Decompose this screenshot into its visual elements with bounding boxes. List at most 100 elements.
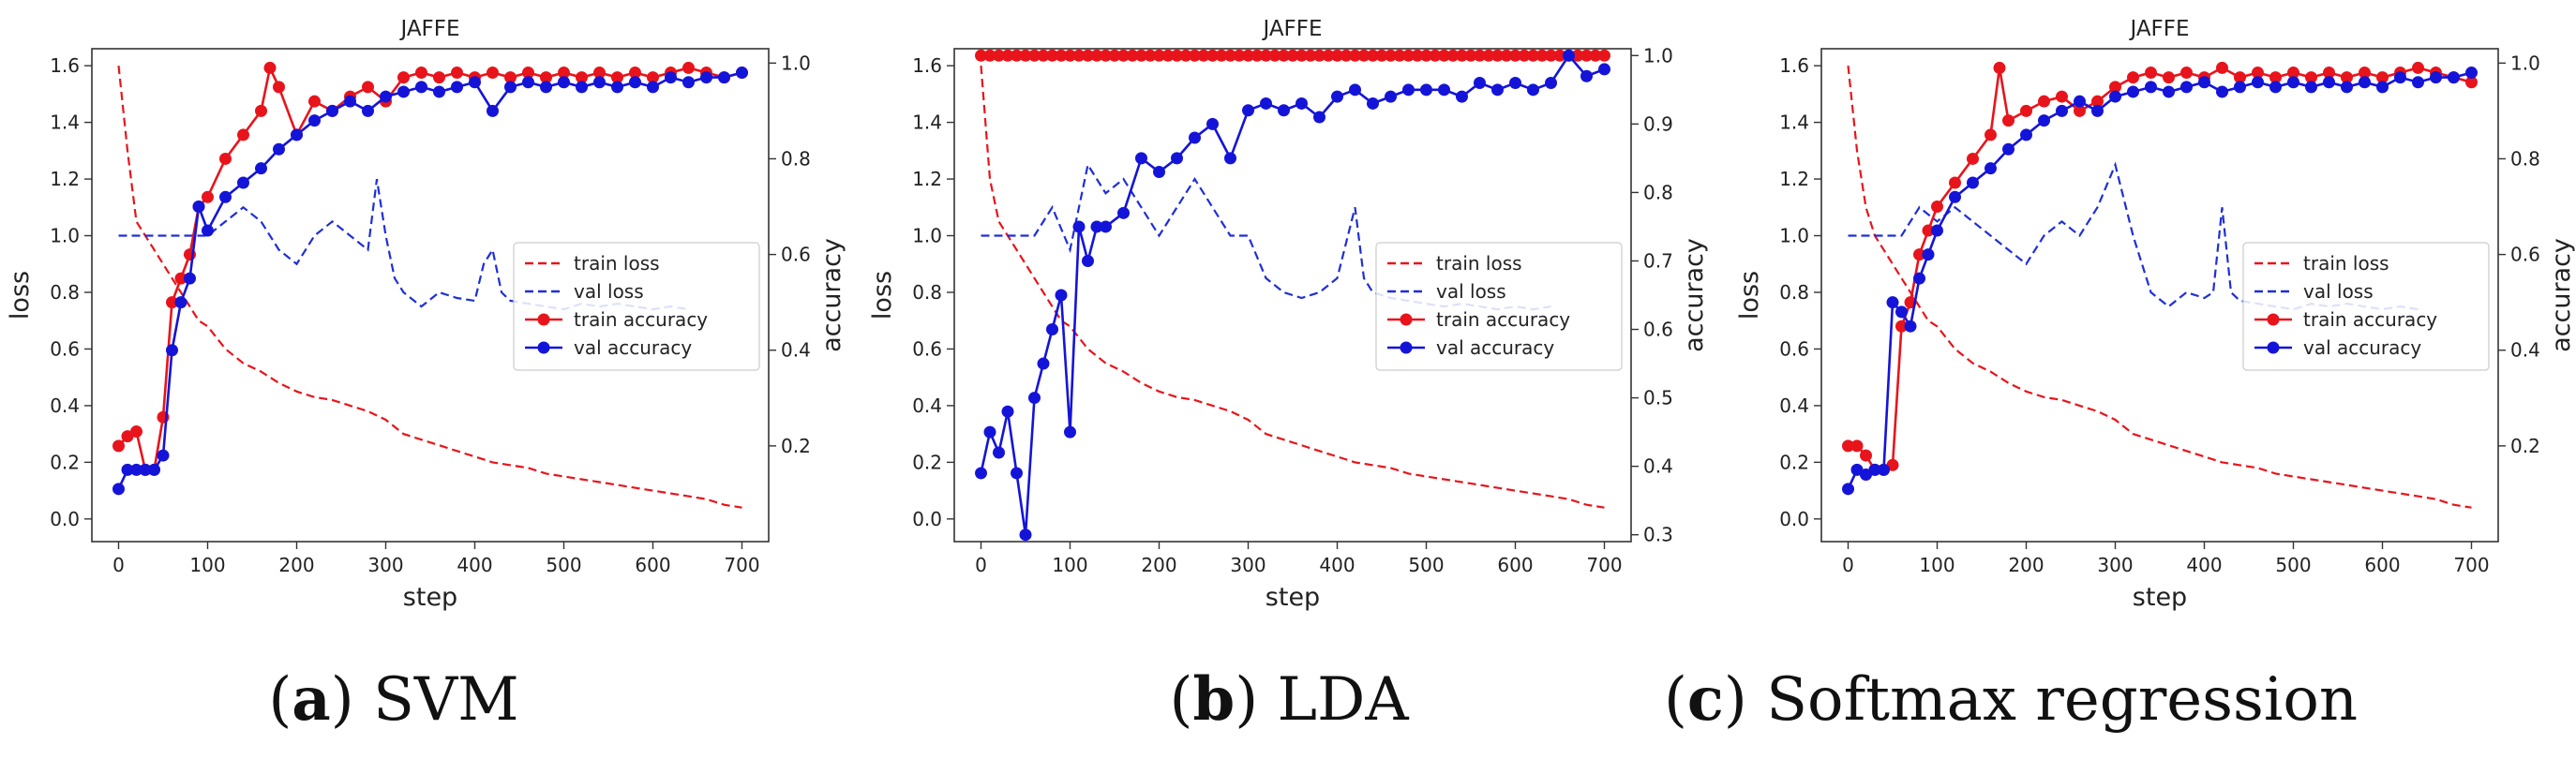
y-left-tick-label: 1.4 <box>912 112 942 134</box>
data-point-val-accuracy <box>576 81 588 94</box>
data-point-train-accuracy <box>2305 71 2317 84</box>
data-point-train-accuracy <box>415 67 427 80</box>
data-point-train-accuracy <box>1580 49 1593 62</box>
y-left-tick-label: 1.6 <box>912 54 942 77</box>
data-point-train-accuracy <box>2109 81 2121 94</box>
caption-text: SVM <box>373 665 519 735</box>
data-point-val-accuracy <box>647 81 659 94</box>
data-point-val-accuracy <box>629 76 641 89</box>
data-point-train-accuracy <box>1850 439 1864 453</box>
y-left-tick-label: 0.0 <box>1779 508 1809 530</box>
y-left-tick-label: 1.6 <box>1779 54 1809 77</box>
chart-title: JAFFE <box>2128 17 2189 41</box>
data-point-train-accuracy <box>1126 49 1139 62</box>
data-point-train-accuracy <box>1931 201 1943 214</box>
data-point-train-accuracy <box>1535 49 1549 62</box>
x-axis-label: step <box>1266 583 1320 612</box>
data-point-val-accuracy <box>415 81 427 94</box>
x-tick-label: 600 <box>1497 554 1533 576</box>
data-point-train-accuracy <box>2287 67 2299 80</box>
data-point-val-accuracy <box>2465 67 2478 80</box>
data-point-val-accuracy <box>1456 90 1468 103</box>
y-right-axis-label: accuracy <box>2547 238 2576 352</box>
y-left-tick-label: 1.0 <box>912 225 942 247</box>
data-point-train-accuracy <box>1438 49 1450 62</box>
y-left-tick-label: 0.8 <box>912 281 942 304</box>
data-point-train-accuracy <box>1100 49 1112 62</box>
data-point-train-accuracy <box>593 67 606 80</box>
data-point-train-accuracy <box>1446 49 1460 62</box>
data-point-train-accuracy <box>2127 71 2139 84</box>
caption-text: Softmax regression <box>1766 665 2358 735</box>
data-point-train-accuracy <box>1161 49 1175 62</box>
x-tick-label: 400 <box>2186 554 2222 576</box>
data-point-train-accuracy <box>2091 95 2104 108</box>
data-point-val-accuracy <box>219 190 232 203</box>
data-point-train-accuracy <box>166 296 178 309</box>
y-right-tick-label: 0.4 <box>781 339 811 362</box>
data-point-val-accuracy <box>192 201 205 214</box>
data-point-train-accuracy <box>130 425 142 439</box>
data-point-val-accuracy <box>1580 69 1593 82</box>
data-point-train-accuracy <box>1464 49 1477 62</box>
data-point-train-accuracy <box>1949 176 1961 189</box>
data-point-train-accuracy <box>1090 49 1103 62</box>
data-point-val-accuracy <box>2376 81 2389 94</box>
x-tick-label: 400 <box>1319 554 1355 576</box>
legend-box <box>1375 242 1623 371</box>
y-right-tick-label: 0.3 <box>1643 524 1673 546</box>
data-point-train-accuracy <box>1117 49 1130 62</box>
data-point-val-accuracy <box>975 467 987 480</box>
data-point-val-accuracy <box>202 224 214 237</box>
chart-panel-b: JAFFE 0 100 200 300 400 500 600 700 0.0 0.2 0.4 0.6 0… <box>868 17 1709 735</box>
data-point-val-accuracy <box>1385 90 1397 103</box>
y-left-tick-label: 0.2 <box>912 451 942 473</box>
data-point-train-accuracy <box>1553 49 1566 62</box>
data-point-val-accuracy <box>1931 224 1943 237</box>
data-point-val-accuracy <box>1295 97 1308 110</box>
data-point-train-accuracy <box>1527 49 1539 62</box>
data-point-val-accuracy <box>558 76 570 89</box>
data-point-train-accuracy <box>1153 49 1165 62</box>
y-right-tick-label: 1.0 <box>2510 52 2540 74</box>
data-point-val-accuracy <box>2091 104 2104 117</box>
data-point-train-accuracy <box>2056 90 2068 103</box>
caption-paren: ) <box>331 665 373 735</box>
x-tick-label: 600 <box>635 554 670 576</box>
data-point-val-accuracy <box>1206 117 1219 130</box>
data-point-val-accuracy <box>1100 220 1112 233</box>
data-point-val-accuracy <box>291 128 303 141</box>
legend-entry: val accuracy <box>2303 336 2421 359</box>
data-point-val-accuracy <box>1922 248 1935 261</box>
data-point-val-accuracy <box>1895 305 1908 319</box>
data-point-val-accuracy <box>540 81 552 94</box>
data-point-val-accuracy <box>273 142 285 156</box>
data-point-val-accuracy <box>1224 152 1236 165</box>
data-point-val-accuracy <box>2394 71 2406 84</box>
plot-frame <box>91 48 770 543</box>
y-right-tick-label: 1.0 <box>781 52 811 74</box>
y-left-tick-label: 1.2 <box>912 168 942 190</box>
x-tick-label: 700 <box>2453 554 2489 576</box>
data-point-train-accuracy <box>1993 61 2006 74</box>
data-point-val-accuracy <box>2234 81 2246 94</box>
x-axis-label: step <box>2133 583 2187 612</box>
plot-frame <box>1820 48 2499 543</box>
series-layer <box>1842 61 2478 509</box>
data-point-train-accuracy <box>433 71 445 84</box>
data-point-val-accuracy <box>2020 128 2032 141</box>
data-point-val-accuracy <box>2448 71 2460 84</box>
data-point-val-accuracy <box>130 463 142 476</box>
y-left-axis-label: loss <box>6 271 35 320</box>
data-point-val-accuracy <box>380 90 392 103</box>
data-point-val-accuracy <box>2163 85 2175 98</box>
data-point-train-accuracy <box>1913 248 1925 261</box>
data-point-val-accuracy <box>1438 83 1450 97</box>
data-point-train-accuracy <box>273 81 285 94</box>
data-point-train-accuracy <box>1278 49 1290 62</box>
caption-label: c <box>1687 664 1724 735</box>
data-point-train-accuracy <box>308 95 321 108</box>
y-left-tick-label: 0.8 <box>50 281 80 304</box>
data-point-val-accuracy <box>157 449 170 462</box>
data-point-train-accuracy <box>1860 449 1872 462</box>
